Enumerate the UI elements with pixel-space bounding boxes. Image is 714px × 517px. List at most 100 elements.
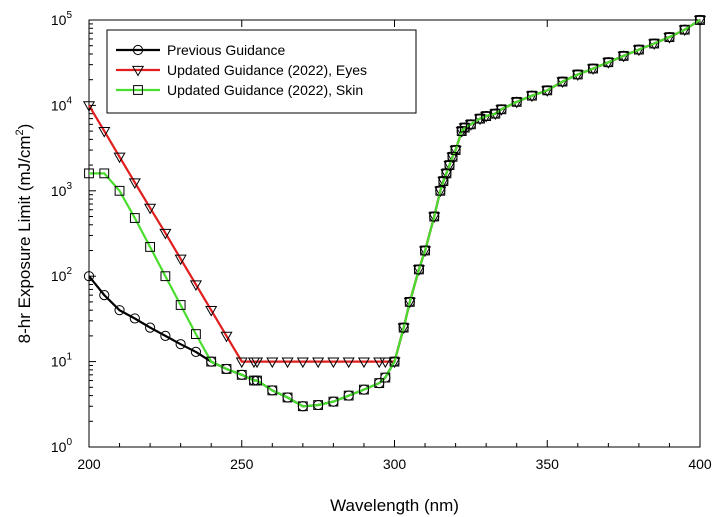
data-point-triangle-down (266, 357, 279, 369)
legend-label: Updated Guidance (2022), Skin (167, 82, 363, 98)
y-axis-title-sup: 2 (14, 129, 26, 135)
y-axis-title-tail: ) (15, 124, 34, 130)
legend-entry: Previous Guidance (116, 42, 286, 58)
data-point-square (634, 44, 644, 55)
x-tick-label: 350 (536, 456, 560, 472)
legend-marker-square (133, 85, 143, 95)
data-point-square (542, 85, 553, 96)
data-point-circle (145, 322, 156, 333)
data-point-square (380, 372, 391, 383)
series-layer (82, 14, 707, 412)
series-2 (84, 15, 705, 412)
data-point-square (404, 297, 415, 307)
data-point-triangle-down (446, 152, 459, 164)
data-point-square (267, 385, 278, 396)
data-point-square (99, 168, 110, 179)
data-point-triangle-down (113, 152, 126, 164)
legend: Previous Guidance Updated Guidance (2022)… (106, 29, 417, 114)
data-point-triangle-down (327, 357, 340, 369)
data-point-square (282, 392, 293, 403)
data-point-square (456, 126, 467, 137)
data-point-square (129, 213, 140, 223)
legend-entry: Updated Guidance (2022), Eyes (116, 62, 367, 78)
legend-marker-circle (132, 44, 144, 56)
data-point-square (438, 176, 449, 186)
data-point-triangle-down (98, 126, 111, 138)
data-point-square (398, 322, 409, 333)
data-point-triangle-down (82, 101, 96, 112)
legend-box (106, 29, 417, 114)
data-point-square (441, 168, 452, 179)
data-point-triangle-down (296, 357, 309, 369)
data-point-square (145, 242, 155, 252)
data-point-circle (83, 271, 95, 282)
data-point-square (414, 264, 424, 275)
data-point-triangle-down (342, 357, 355, 369)
data-point-square (465, 119, 476, 130)
data-point-triangle-down (128, 178, 141, 189)
data-point-triangle-down (189, 280, 202, 291)
data-point-square (221, 364, 232, 374)
data-point-triangle-down (144, 203, 157, 215)
data-point-square (679, 24, 690, 35)
data-point-square (447, 151, 458, 162)
data-point-circle (160, 330, 171, 341)
series-line (89, 19, 701, 408)
data-point-square (572, 69, 583, 80)
data-point-triangle-down (205, 306, 218, 317)
data-point-triangle-down (379, 357, 392, 369)
data-point-square (475, 113, 485, 124)
y-axis-title: 8-hr Exposure Limit (mJ/cm2) (14, 124, 34, 344)
data-point-triangle-down (281, 357, 294, 369)
data-point-square (191, 329, 201, 339)
data-point-square (496, 104, 507, 115)
y-tick-label: 105 (51, 10, 73, 28)
data-point-square (175, 300, 186, 310)
legend-marker-triangle-down (131, 65, 145, 77)
data-point-square (527, 90, 537, 101)
y-axis-title-main: 8-hr Exposure Limit (mJ/cm (15, 135, 34, 343)
y-tick-label: 103 (51, 181, 73, 199)
legend-entry: Updated Guidance (2022), Skin (116, 82, 363, 98)
ticks-layer: 200 250 300 350 400 100 101 102 103 104 105 (51, 10, 712, 472)
legend-label: Updated Guidance (2022), Eyes (167, 62, 367, 78)
legend-items: Previous Guidance Updated Guidance (2022)… (116, 42, 367, 98)
data-point-circle (114, 305, 125, 316)
data-point-square (297, 401, 308, 412)
data-point-square (114, 185, 125, 196)
data-point-square (588, 63, 598, 74)
data-point-square (459, 122, 470, 133)
x-tick-label: 400 (688, 456, 712, 472)
data-point-square (649, 38, 660, 49)
data-point-triangle-down (159, 228, 172, 240)
data-point-square (429, 211, 440, 222)
data-point-square (389, 356, 400, 367)
data-point-circle (129, 313, 140, 324)
data-point-square (84, 168, 94, 179)
data-point-triangle-down (235, 357, 248, 369)
data-point-square (695, 15, 705, 25)
data-point-square (450, 145, 461, 155)
y-tick-label: 101 (51, 352, 73, 370)
data-point-square (343, 390, 354, 401)
x-tick-label: 200 (77, 456, 101, 472)
data-point-square (420, 245, 430, 256)
data-point-triangle-down (250, 357, 264, 369)
data-point-triangle-down (312, 357, 325, 369)
x-tick-label: 300 (383, 456, 407, 472)
y-tick-label: 100 (51, 437, 73, 455)
x-tick-label: 250 (230, 456, 254, 472)
data-point-square (313, 400, 324, 410)
data-point-triangle-down (174, 254, 187, 266)
y-tick-label: 102 (51, 266, 73, 284)
data-point-square (160, 271, 171, 282)
data-point-square (206, 356, 217, 367)
data-point-triangle-down (373, 357, 386, 369)
data-point-square (328, 396, 339, 407)
data-point-triangle-down (449, 145, 462, 157)
data-point-triangle-down (357, 357, 371, 369)
y-tick-label: 104 (51, 95, 73, 113)
data-point-square (359, 384, 369, 395)
legend-label: Previous Guidance (167, 42, 286, 58)
